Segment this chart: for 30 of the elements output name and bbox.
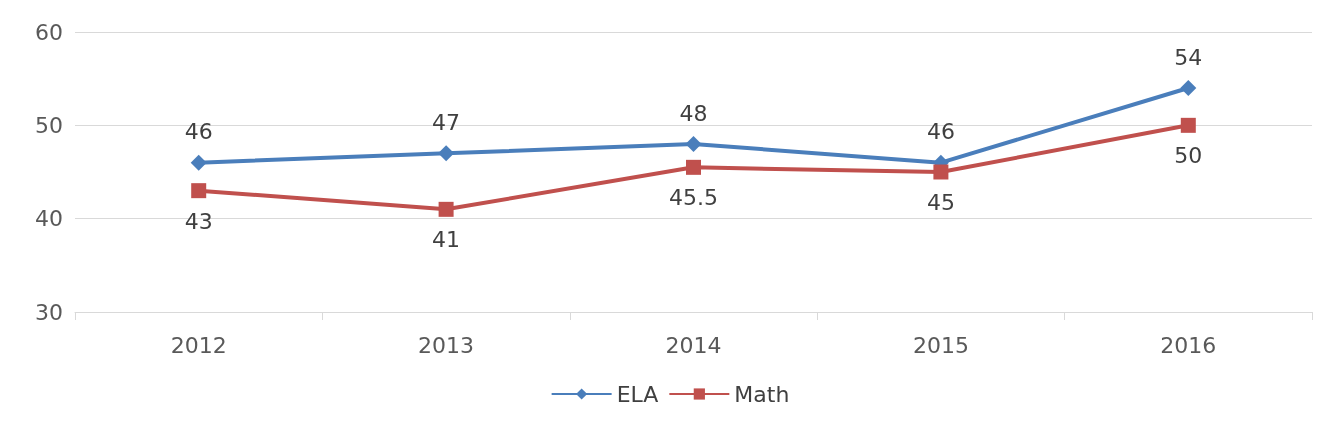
- data-label: 46: [926, 119, 955, 145]
- x-tick-label: 2014: [665, 332, 722, 358]
- point: [686, 159, 701, 175]
- legend-label: Math: [734, 381, 790, 407]
- x-tick-label: 2015: [912, 332, 969, 358]
- y-tick-label: 60: [35, 19, 63, 45]
- y-tick-label: 30: [35, 299, 63, 325]
- point: [190, 154, 207, 171]
- point: [191, 183, 207, 199]
- y-tick-label: 50: [35, 112, 63, 138]
- y-tick-label: 40: [35, 206, 63, 232]
- legend-label: ELA: [616, 381, 659, 407]
- data-label: 45.5: [669, 185, 718, 211]
- x-tick-label: 2016: [1160, 332, 1217, 358]
- point: [438, 145, 455, 162]
- data-label: 43: [184, 208, 213, 234]
- data-label: 54: [1174, 44, 1203, 70]
- data-label: 45: [926, 190, 955, 215]
- point: [933, 164, 949, 180]
- data-label: 47: [432, 109, 461, 135]
- point: [438, 201, 454, 217]
- data-label: 46: [184, 119, 213, 145]
- data-label: 48: [679, 100, 708, 126]
- data-label: 41: [432, 227, 461, 253]
- data-label: 50: [1174, 143, 1203, 169]
- x-tick-label: 2012: [170, 332, 227, 358]
- point: [1180, 117, 1196, 133]
- point: [1180, 80, 1197, 96]
- x-tick-label: 2013: [418, 332, 475, 358]
- point: [685, 136, 702, 152]
